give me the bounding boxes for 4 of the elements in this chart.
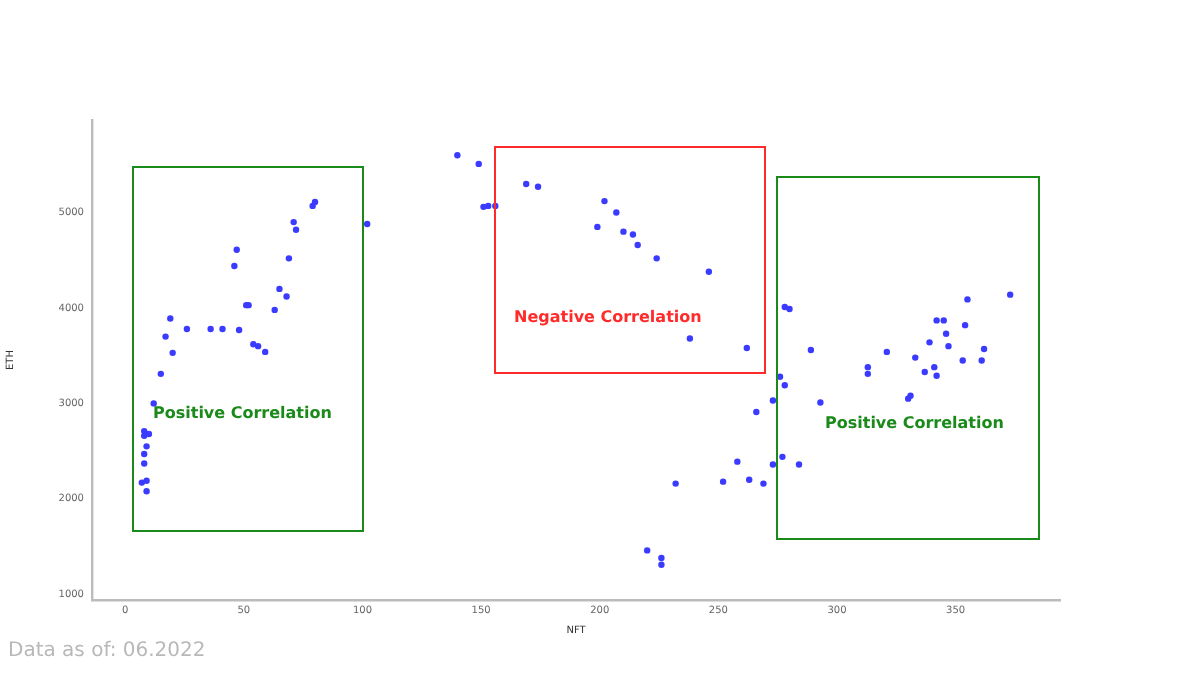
text: Data as of: 06.2022 (8, 640, 206, 662)
annotation: Negative Correlation (514, 307, 702, 325)
annotation: Positive Correlation (153, 403, 332, 421)
annotation: Positive Correlation (825, 413, 1004, 431)
